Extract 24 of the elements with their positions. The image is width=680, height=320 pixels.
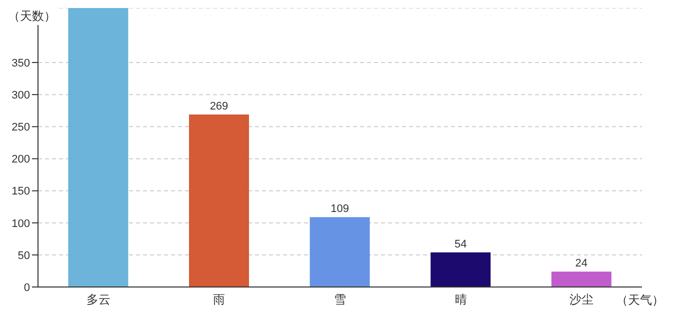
x-tick-label: 雨 [213, 292, 226, 307]
y-tick-label: 150 [12, 186, 30, 198]
x-tick-label: 晴 [454, 292, 467, 307]
bar [551, 272, 612, 287]
y-tick-label: 0 [24, 282, 30, 294]
y-tick-label: 300 [12, 89, 30, 102]
bar [430, 252, 491, 287]
x-tick-label: 多云 [86, 292, 110, 307]
y-tick-label: 100 [12, 218, 30, 230]
data-label: 109 [330, 203, 349, 216]
y-axis-title: （天数） [8, 8, 56, 25]
bar [189, 114, 249, 287]
y-tick-label: 250 [12, 122, 30, 134]
y-tick-label: 50 [18, 250, 30, 262]
y-tick-label: 200 [12, 154, 30, 166]
bar [310, 217, 370, 287]
x-axis-title: （天气） [616, 292, 664, 309]
bar [68, 8, 128, 287]
x-tick-label: 雪 [334, 292, 346, 307]
x-tick-label: 沙尘 [570, 292, 594, 307]
y-tick-label: 350 [12, 57, 30, 70]
data-label: 24 [575, 258, 588, 270]
data-label: 54 [454, 238, 467, 250]
data-label: 269 [210, 100, 228, 112]
